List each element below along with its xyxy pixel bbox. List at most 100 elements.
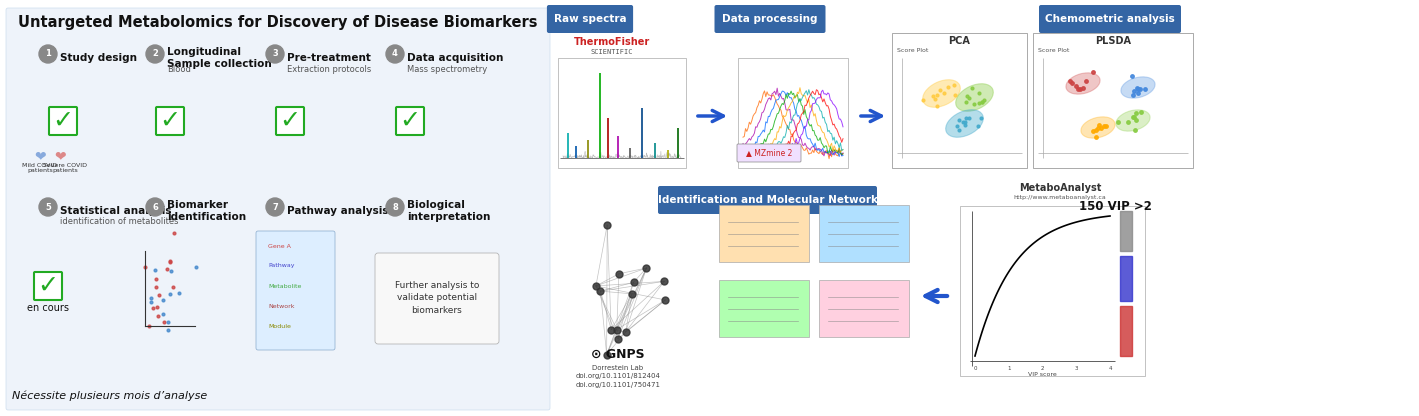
Text: 2: 2 bbox=[1040, 366, 1044, 371]
Circle shape bbox=[146, 45, 165, 63]
Bar bbox=[1120, 306, 1132, 356]
Ellipse shape bbox=[1081, 117, 1115, 138]
Text: Extraction protocols: Extraction protocols bbox=[287, 64, 372, 74]
Text: 7: 7 bbox=[272, 203, 278, 211]
Text: Longitudinal
Sample collection: Longitudinal Sample collection bbox=[167, 47, 272, 69]
Text: ✓: ✓ bbox=[37, 274, 58, 298]
FancyBboxPatch shape bbox=[34, 272, 62, 300]
FancyBboxPatch shape bbox=[893, 33, 1027, 168]
Text: Pathway: Pathway bbox=[268, 263, 295, 268]
Text: ✓: ✓ bbox=[399, 109, 420, 133]
FancyBboxPatch shape bbox=[738, 58, 849, 168]
Circle shape bbox=[146, 198, 165, 216]
Bar bbox=[1120, 211, 1132, 251]
Ellipse shape bbox=[1066, 73, 1100, 94]
Text: ▲ MZmine 2: ▲ MZmine 2 bbox=[746, 149, 792, 158]
Text: Further analysis to
validate potential
biomarkers: Further analysis to validate potential b… bbox=[394, 281, 480, 315]
Ellipse shape bbox=[955, 84, 993, 111]
Text: Severe COVID
patients: Severe COVID patients bbox=[43, 163, 87, 173]
Text: Pre-treatment: Pre-treatment bbox=[287, 53, 370, 63]
Text: Biological
interpretation: Biological interpretation bbox=[407, 200, 491, 222]
Text: Network: Network bbox=[268, 304, 295, 309]
FancyBboxPatch shape bbox=[375, 253, 499, 344]
Circle shape bbox=[265, 198, 284, 216]
Circle shape bbox=[38, 198, 57, 216]
Text: Score Plot: Score Plot bbox=[1039, 49, 1070, 54]
Text: 2: 2 bbox=[152, 50, 158, 59]
Ellipse shape bbox=[945, 110, 983, 137]
FancyBboxPatch shape bbox=[396, 107, 424, 135]
Text: 1: 1 bbox=[1007, 366, 1010, 371]
Text: MetaboAnalyst: MetaboAnalyst bbox=[1019, 183, 1101, 193]
Circle shape bbox=[265, 45, 284, 63]
Ellipse shape bbox=[1121, 77, 1155, 98]
FancyBboxPatch shape bbox=[156, 107, 184, 135]
Text: Untargeted Metabolomics for Discovery of Disease Biomarkers: Untargeted Metabolomics for Discovery of… bbox=[18, 15, 538, 30]
FancyBboxPatch shape bbox=[819, 205, 910, 262]
Circle shape bbox=[38, 45, 57, 63]
FancyBboxPatch shape bbox=[715, 5, 826, 33]
Text: Blood: Blood bbox=[167, 64, 192, 74]
FancyBboxPatch shape bbox=[736, 144, 800, 162]
Ellipse shape bbox=[922, 80, 961, 107]
Text: 4: 4 bbox=[392, 50, 397, 59]
FancyBboxPatch shape bbox=[255, 231, 335, 350]
Text: 3: 3 bbox=[272, 50, 278, 59]
Text: 5: 5 bbox=[45, 203, 51, 211]
Text: en cours: en cours bbox=[27, 303, 70, 313]
Text: identification of metabolites: identification of metabolites bbox=[60, 218, 179, 226]
Bar bbox=[1120, 256, 1132, 301]
Text: Chemometric analysis: Chemometric analysis bbox=[1046, 14, 1175, 24]
FancyBboxPatch shape bbox=[719, 280, 809, 337]
FancyBboxPatch shape bbox=[277, 107, 304, 135]
Text: 4: 4 bbox=[1108, 366, 1111, 371]
Text: ThermoFisher: ThermoFisher bbox=[573, 37, 650, 47]
FancyBboxPatch shape bbox=[6, 8, 551, 410]
Text: ⊙ GNPS: ⊙ GNPS bbox=[592, 347, 644, 361]
FancyBboxPatch shape bbox=[961, 206, 1145, 376]
FancyBboxPatch shape bbox=[1033, 33, 1193, 168]
Text: Data acquisition: Data acquisition bbox=[407, 53, 504, 63]
Text: ✓: ✓ bbox=[53, 109, 74, 133]
Text: Data processing: Data processing bbox=[722, 14, 817, 24]
Text: Statistical analysis: Statistical analysis bbox=[60, 206, 172, 216]
FancyBboxPatch shape bbox=[819, 280, 910, 337]
Text: Mass spectrometry: Mass spectrometry bbox=[407, 64, 487, 74]
FancyArrowPatch shape bbox=[698, 110, 724, 121]
Text: Pathway analysis: Pathway analysis bbox=[287, 206, 389, 216]
Text: 8: 8 bbox=[392, 203, 397, 211]
FancyBboxPatch shape bbox=[50, 107, 77, 135]
Text: 3: 3 bbox=[1074, 366, 1078, 371]
Text: Score Plot: Score Plot bbox=[897, 49, 928, 54]
Text: 150 VIP >2: 150 VIP >2 bbox=[1078, 200, 1151, 213]
FancyBboxPatch shape bbox=[1039, 5, 1181, 33]
Ellipse shape bbox=[1115, 110, 1151, 131]
Text: ❤: ❤ bbox=[54, 149, 65, 163]
FancyBboxPatch shape bbox=[558, 58, 685, 168]
Text: Mild COVID
patients: Mild COVID patients bbox=[23, 163, 58, 173]
Text: SCIENTIFIC: SCIENTIFIC bbox=[590, 49, 633, 55]
Text: PCA: PCA bbox=[948, 36, 971, 46]
Text: Module: Module bbox=[268, 324, 291, 329]
FancyBboxPatch shape bbox=[719, 205, 809, 262]
Text: ✓: ✓ bbox=[159, 109, 180, 133]
Text: http://www.metaboanalyst.ca: http://www.metaboanalyst.ca bbox=[1013, 196, 1107, 201]
Text: 1: 1 bbox=[45, 50, 51, 59]
Text: Study design: Study design bbox=[60, 53, 138, 63]
Text: PLSDA: PLSDA bbox=[1095, 36, 1131, 46]
Text: Nécessite plusieurs mois d’analyse: Nécessite plusieurs mois d’analyse bbox=[11, 391, 207, 401]
Text: ✓: ✓ bbox=[280, 109, 301, 133]
Text: 0: 0 bbox=[973, 366, 976, 371]
FancyArrowPatch shape bbox=[925, 290, 948, 302]
Text: Biomarker
identification: Biomarker identification bbox=[167, 200, 245, 222]
FancyArrowPatch shape bbox=[861, 110, 881, 121]
FancyBboxPatch shape bbox=[658, 186, 877, 214]
Text: Gene A: Gene A bbox=[268, 243, 291, 248]
Text: Identification and Molecular Network: Identification and Molecular Network bbox=[657, 195, 877, 205]
Text: Raw spectra: Raw spectra bbox=[553, 14, 626, 24]
FancyBboxPatch shape bbox=[546, 5, 633, 33]
Text: ❤: ❤ bbox=[34, 149, 45, 163]
Text: Metabolite: Metabolite bbox=[268, 283, 301, 289]
Text: VIP score: VIP score bbox=[1029, 371, 1057, 376]
Text: 6: 6 bbox=[152, 203, 158, 211]
